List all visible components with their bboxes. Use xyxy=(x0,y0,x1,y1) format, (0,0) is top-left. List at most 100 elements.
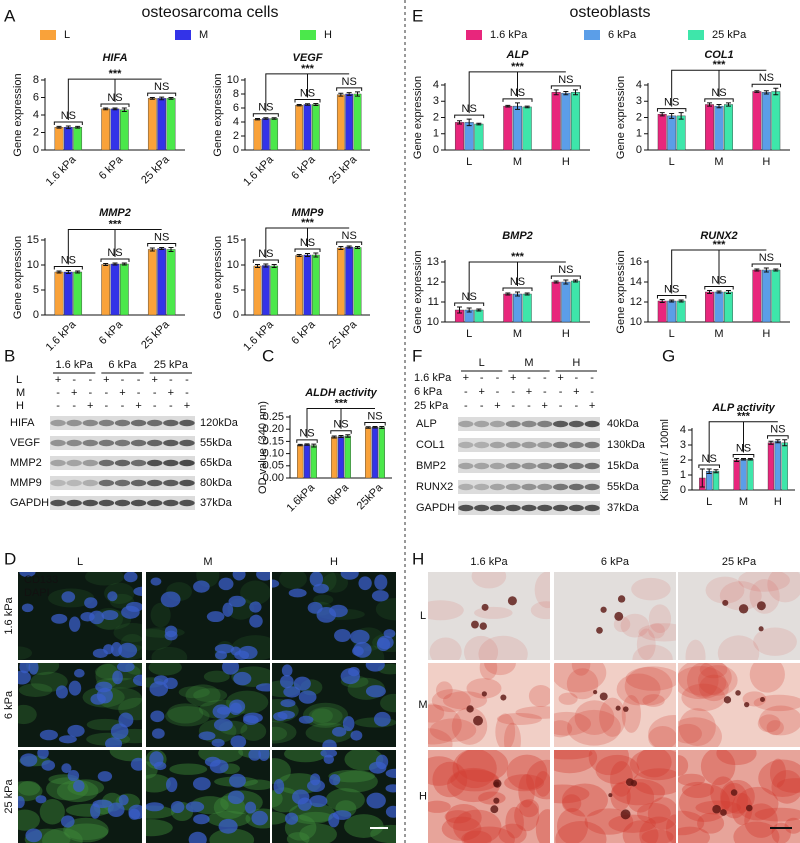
image-column-label: L xyxy=(77,556,83,568)
chart-title: ALP activity xyxy=(711,402,775,414)
bar xyxy=(253,265,262,316)
blot-condition-mark: - xyxy=(88,387,92,399)
blot-band xyxy=(179,419,195,427)
blot-band xyxy=(114,479,131,487)
significance-bracket xyxy=(468,71,566,114)
stain-deposits xyxy=(678,663,800,747)
nucleus xyxy=(95,681,113,693)
bar xyxy=(561,92,571,151)
image-row-label: 6 kPa xyxy=(3,690,15,719)
bar xyxy=(297,444,304,479)
micrograph-cells xyxy=(272,663,396,747)
stain-deposit xyxy=(431,689,471,713)
nucleus xyxy=(55,685,68,699)
stain-cluster xyxy=(479,622,487,630)
blot-protein-label: ALP xyxy=(416,418,437,430)
error-bar xyxy=(563,279,569,285)
blot-band xyxy=(568,420,584,428)
y-tick-label: 0 xyxy=(33,144,39,156)
stain-deposit xyxy=(678,826,711,843)
nucleus xyxy=(118,712,134,728)
nucleus xyxy=(149,681,169,697)
nucleus xyxy=(39,729,58,741)
error-bar xyxy=(255,264,260,268)
bar xyxy=(676,300,686,323)
x-tick-label: 6kPa xyxy=(325,481,352,508)
stain-deposit xyxy=(588,750,630,776)
x-tick-label: M xyxy=(739,496,748,508)
stain-image xyxy=(554,750,676,843)
nucleus xyxy=(89,610,105,625)
nucleus xyxy=(150,577,162,586)
nucleus xyxy=(350,629,370,645)
significance-bracket xyxy=(550,275,581,279)
stain-cluster xyxy=(490,805,499,814)
error-bar xyxy=(725,102,731,107)
bar xyxy=(733,459,740,491)
panel-label: A xyxy=(4,6,16,25)
stain-deposit xyxy=(681,781,714,798)
nucleus xyxy=(218,577,234,591)
x-tick-label: M xyxy=(513,328,522,340)
stain-deposit xyxy=(638,623,676,642)
blot-protein-label: MMP9 xyxy=(10,477,42,489)
stain-deposit xyxy=(611,778,666,806)
chart-title: COL1 xyxy=(704,49,733,61)
error-bar xyxy=(553,280,559,284)
stain-label: CD133 xyxy=(24,574,58,586)
blot-protein-label: GAPDH xyxy=(10,497,49,509)
bar xyxy=(119,263,129,316)
nucleus xyxy=(105,737,123,747)
error-bar xyxy=(159,247,165,250)
stain-deposit xyxy=(498,823,527,843)
error-bar xyxy=(563,91,569,96)
stain-cluster xyxy=(722,599,729,606)
stain-image xyxy=(428,572,550,660)
cd133-signal xyxy=(279,572,307,590)
stain-deposit xyxy=(769,758,786,788)
stain-deposit xyxy=(731,792,753,826)
stain-deposit xyxy=(599,697,626,737)
significance-bracket xyxy=(53,121,83,125)
nucleus xyxy=(193,814,210,825)
bar xyxy=(310,445,317,479)
stain-deposit xyxy=(753,694,800,712)
nucleus xyxy=(21,603,34,613)
blot-condition-mark: - xyxy=(496,372,500,384)
cd133-signal xyxy=(370,824,396,843)
bar xyxy=(657,114,667,151)
significance-bracket xyxy=(100,103,130,107)
blot-band xyxy=(505,420,521,428)
error-bar xyxy=(505,292,511,296)
blot-strip xyxy=(458,459,600,473)
nucleus xyxy=(244,801,257,814)
nucleus xyxy=(128,804,142,820)
y-axis-label: Gene expression xyxy=(212,236,224,319)
blot-condition-mark: - xyxy=(105,400,109,412)
stain-cluster xyxy=(730,789,738,796)
blot-band xyxy=(458,462,474,470)
stain-deposits xyxy=(428,663,550,747)
significance-bracket xyxy=(671,249,767,294)
stain-deposit xyxy=(428,756,460,786)
stain-cluster xyxy=(720,809,727,816)
error-bar xyxy=(75,270,81,274)
y-axis-label: Gene expression xyxy=(412,76,424,159)
blot-condition-label: M xyxy=(16,387,25,399)
significance-label: NS xyxy=(367,410,382,422)
legend-label: 6 kPa xyxy=(608,29,637,41)
nucleus xyxy=(125,601,142,612)
nucleus xyxy=(334,628,351,643)
blot-band xyxy=(537,483,553,491)
blot-condition-mark: - xyxy=(153,387,157,399)
blot-size-label: 40kDa xyxy=(607,418,640,430)
significance-bracket xyxy=(306,408,375,438)
nucleus xyxy=(132,674,142,686)
x-tick-label: H xyxy=(774,496,782,508)
y-tick-label: 0.10 xyxy=(263,448,284,460)
blot-strip xyxy=(458,438,600,452)
stain-deposit xyxy=(506,754,548,790)
y-tick-label: 1 xyxy=(680,469,686,481)
blot-band xyxy=(489,462,506,470)
blot-band xyxy=(98,479,115,487)
